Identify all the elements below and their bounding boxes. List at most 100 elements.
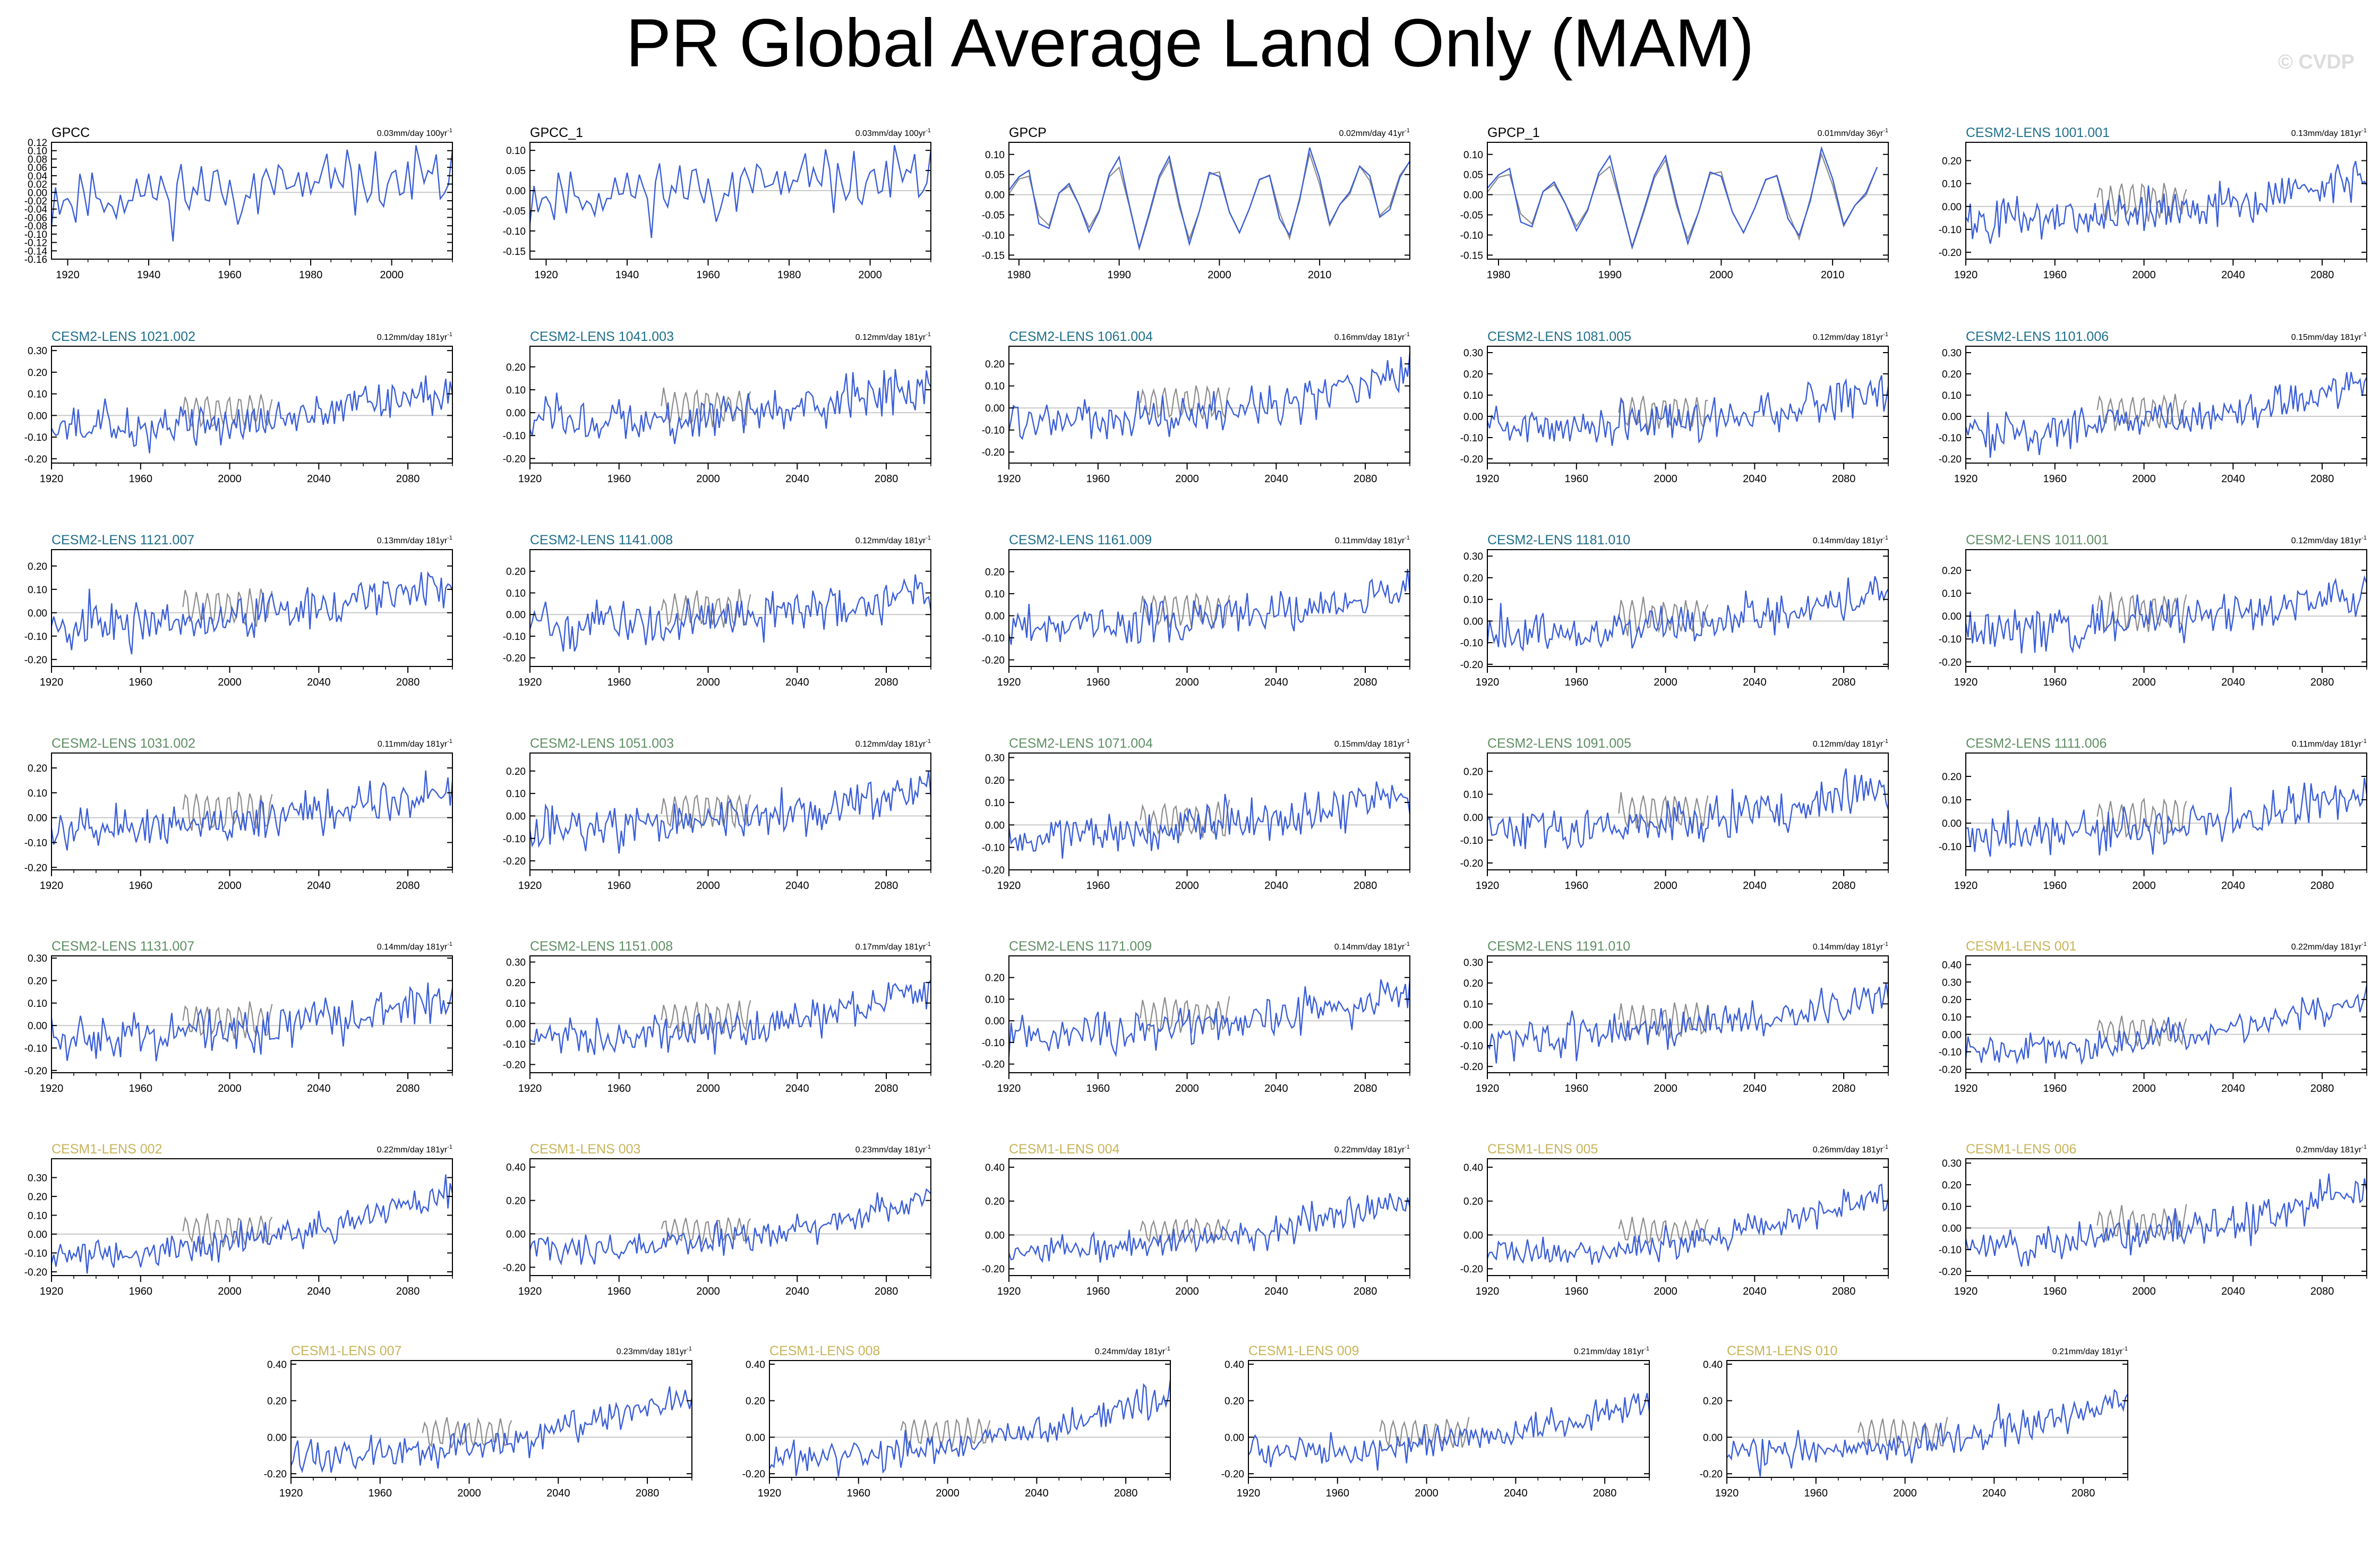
panel-title: CESM1-LENS 001 <box>1966 939 2076 954</box>
y-tick-label: 0.10 <box>28 788 47 799</box>
y-tick-label: -0.05 <box>982 210 1005 221</box>
y-tick-label: 0.20 <box>985 359 1005 370</box>
y-tick-label: 0.20 <box>985 775 1005 786</box>
page-title: PR Global Average Land Only (MAM) <box>626 5 1754 81</box>
y-tick-label: 0.10 <box>1942 795 1962 806</box>
y-tick-label: 0.20 <box>1942 772 1962 783</box>
y-tick-label: -0.04 <box>24 204 48 216</box>
x-tick-label: 2000 <box>1654 473 1677 485</box>
y-tick-label: -0.20 <box>742 1469 765 1480</box>
y-tick-label: 0.05 <box>506 166 526 177</box>
trend-label: 0.21mm/day 181yr-1 <box>2052 1346 2128 1356</box>
panel-25: CESM1-LENS 002 0.22mm/day 181yr-1 -0.20 -0.… <box>24 1142 453 1297</box>
x-tick-label: 2080 <box>1354 473 1377 485</box>
y-tick-label: 0.10 <box>28 146 47 157</box>
x-tick-label: 2040 <box>1504 1487 1528 1499</box>
x-tick-label: 1960 <box>129 1286 153 1297</box>
obs-series-line <box>1140 592 1230 630</box>
panel-title: CESM2-LENS 1031.002 <box>52 736 195 751</box>
trend-label: 0.22mm/day 181yr-1 <box>377 1144 452 1154</box>
x-tick-label: 1920 <box>40 473 64 485</box>
x-tick-label: 2040 <box>1264 880 1288 892</box>
model-series-line <box>50 375 453 454</box>
y-tick-label: -0.20 <box>503 1060 526 1071</box>
model-series-line <box>50 982 453 1062</box>
y-tick-label: 0.10 <box>1463 390 1483 401</box>
x-tick-label: 2080 <box>396 473 420 485</box>
trend-label: 0.14mm/day 181yr-1 <box>1334 941 1410 952</box>
panel-13: CESM2-LENS 1181.010 0.14mm/day 181yr-1 -0.… <box>1460 533 1889 688</box>
y-tick-label: 0.00 <box>985 403 1005 414</box>
panel-10: CESM2-LENS 1121.007 0.13mm/day 181yr-1 -0.… <box>24 533 453 688</box>
panel-15: CESM2-LENS 1031.002 0.11mm/day 181yr-1 -0.… <box>24 736 453 892</box>
model-series-line <box>1965 1173 2368 1267</box>
y-tick-label: 0.30 <box>985 752 1005 764</box>
x-tick-label: 2080 <box>396 677 420 688</box>
y-tick-label: 0.20 <box>1942 566 1962 577</box>
panel-title: CESM2-LENS 1121.007 <box>52 533 194 548</box>
y-tick-label: 0.10 <box>985 798 1005 809</box>
panel-title: CESM1-LENS 005 <box>1487 1142 1598 1157</box>
x-tick-label: 1920 <box>518 1083 542 1094</box>
y-tick-label: 0.00 <box>1463 190 1483 201</box>
model-series-line <box>529 369 932 444</box>
panel-title: CESM1-LENS 004 <box>1009 1142 1120 1157</box>
y-tick-label: -0.10 <box>24 1043 47 1054</box>
x-tick-label: 2000 <box>1175 677 1199 688</box>
y-tick-label: 0.20 <box>28 561 47 572</box>
x-tick-label: 1920 <box>40 677 64 688</box>
obs-series-line <box>2096 592 2187 632</box>
y-tick-label: 0.00 <box>28 1021 47 1032</box>
y-tick-label: -0.10 <box>503 834 526 845</box>
y-tick-label: 0.00 <box>985 190 1005 201</box>
y-tick-label: -0.10 <box>1460 638 1483 649</box>
panel-title: CESM2-LENS 1001.001 <box>1966 125 2110 140</box>
x-tick-label: 2080 <box>2310 1286 2334 1297</box>
y-tick-label: 0.20 <box>1942 1180 1962 1191</box>
model-series-line <box>1965 575 2368 654</box>
x-tick-label: 1920 <box>518 880 542 892</box>
model-series-line <box>1008 781 1411 859</box>
model-series-line <box>529 980 931 1055</box>
model-series-line <box>50 1174 453 1274</box>
y-tick-label: -0.20 <box>1460 454 1483 465</box>
x-tick-label: 2000 <box>380 269 404 281</box>
x-tick-label: 2000 <box>2132 880 2156 892</box>
plot-frame <box>1726 1360 2128 1478</box>
y-tick-label: 0.02 <box>28 179 47 191</box>
trend-label: 0.16mm/day 181yr-1 <box>1334 331 1410 342</box>
y-tick-label: 0.20 <box>506 1196 526 1207</box>
obs-series-line <box>182 394 273 430</box>
trend-label: 0.26mm/day 181yr-1 <box>1813 1144 1888 1154</box>
x-tick-label: 2040 <box>1743 880 1767 892</box>
x-tick-label: 2040 <box>307 880 331 892</box>
model-series-line <box>1008 1193 1411 1263</box>
y-tick-label: -0.20 <box>982 1264 1005 1275</box>
x-tick-label: 1920 <box>1954 269 1978 281</box>
plot-frame <box>769 1360 1171 1478</box>
panel-4: CESM2-LENS 1001.001 0.13mm/day 181yr-1 -0.… <box>1939 125 2368 281</box>
x-tick-label: 1960 <box>1565 473 1589 485</box>
y-tick-label: -0.14 <box>24 246 48 257</box>
x-tick-label: 2000 <box>1175 880 1199 892</box>
y-tick-label: 0.30 <box>1942 348 1962 359</box>
y-tick-label: 0.40 <box>1463 1162 1483 1174</box>
y-tick-label: 0.20 <box>1463 1196 1483 1208</box>
x-tick-label: 1990 <box>1107 269 1131 281</box>
y-tick-label: 0.00 <box>506 408 526 419</box>
panel-26: CESM1-LENS 003 0.23mm/day 181yr-1 -0.20 0.0… <box>503 1142 931 1297</box>
obs-series-line <box>182 588 273 627</box>
panel-title: CESM2-LENS 1171.009 <box>1009 939 1152 954</box>
x-tick-label: 1960 <box>2043 880 2067 892</box>
trend-label: 0.03mm/day 100yr-1 <box>377 127 452 138</box>
x-tick-label: 2040 <box>307 677 331 688</box>
y-tick-label: -0.10 <box>24 631 47 643</box>
panel-title: CESM2-LENS 1111.006 <box>1966 736 2107 751</box>
panel-title: GPCP_1 <box>1487 125 1540 140</box>
y-tick-label: -0.10 <box>1460 230 1483 241</box>
x-tick-label: 2000 <box>218 880 242 892</box>
x-tick-label: 1960 <box>1565 1286 1589 1297</box>
y-tick-label: 0.30 <box>1942 1158 1962 1169</box>
trend-label: 0.11mm/day 181yr-1 <box>378 738 452 749</box>
x-tick-label: 1940 <box>615 269 639 281</box>
